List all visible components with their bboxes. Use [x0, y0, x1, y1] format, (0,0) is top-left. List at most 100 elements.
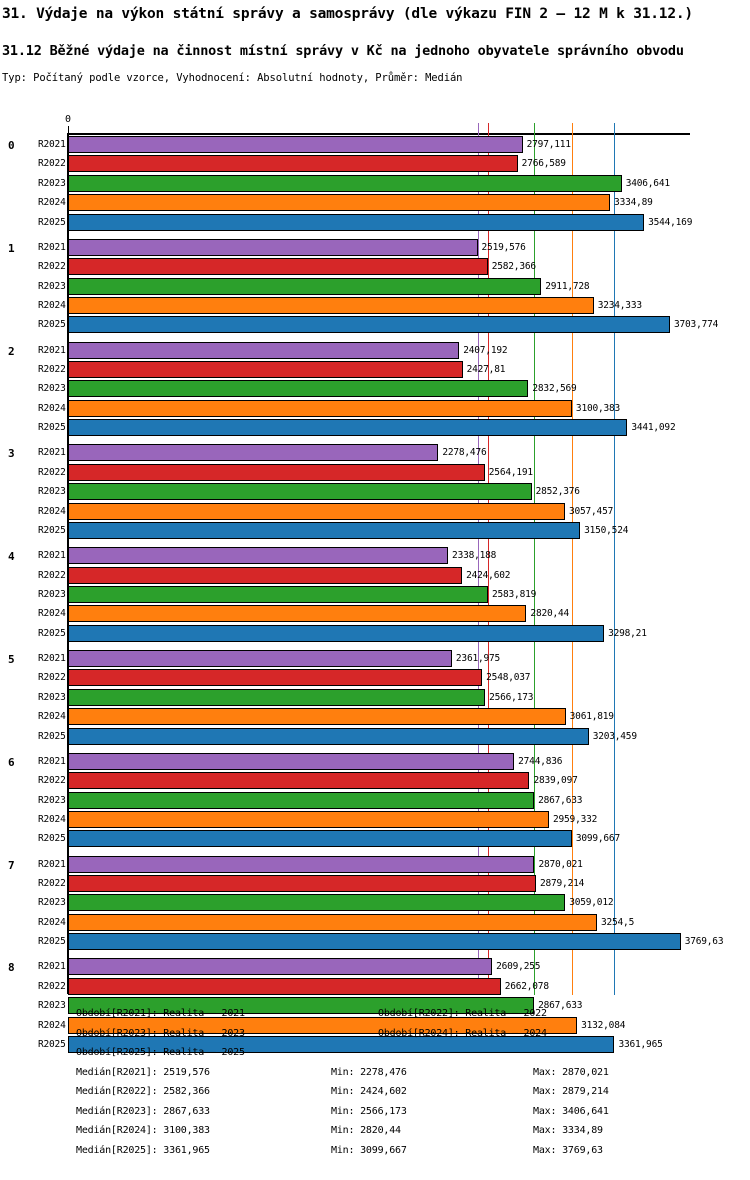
bar-r2021[interactable] [68, 958, 493, 976]
bar-row[interactable]: R2021 2519,576 [0, 238, 750, 257]
bar-r2021[interactable] [68, 547, 449, 565]
bar-r2023[interactable] [68, 791, 535, 809]
bar-value-label: 2820,44 [530, 608, 570, 620]
bar-group: 4 R2021 2338,188 R2022 2424,602 R2023 2583,819… [0, 546, 750, 643]
bar-row[interactable]: R2025 3298,21 [0, 624, 750, 643]
bar-row[interactable]: R2021 2338,188 [0, 546, 750, 565]
bar-r2022[interactable] [68, 566, 463, 584]
bar-r2021[interactable] [68, 444, 439, 462]
bar-r2025[interactable] [68, 521, 581, 539]
bar-value-label: 3234,333 [597, 299, 642, 311]
bar-row[interactable]: R2021 2797,111 [0, 135, 750, 154]
bar-r2025[interactable] [68, 830, 572, 848]
bar-r2021[interactable] [68, 752, 515, 770]
bar-row[interactable]: R2023 2832,569 [0, 379, 750, 398]
bar-r2025[interactable] [68, 213, 645, 231]
bar-row[interactable]: R2022 2582,366 [0, 257, 750, 276]
bar-r2024[interactable] [68, 399, 572, 417]
bar-r2021[interactable] [68, 238, 478, 256]
bar-r2025[interactable] [68, 419, 628, 437]
bar-r2025[interactable] [68, 933, 681, 951]
bar-row[interactable]: R2021 2278,476 [0, 443, 750, 462]
bar-value-label: 3544,169 [648, 216, 693, 228]
bar-row[interactable]: R2025 3441,092 [0, 418, 750, 437]
bar-r2022[interactable] [68, 360, 463, 378]
bar-row[interactable]: R2022 2427,81 [0, 360, 750, 379]
bar-row[interactable]: R2021 2609,255 [0, 957, 750, 976]
bar-row[interactable]: R2024 3132,084 [0, 1016, 750, 1035]
bar-series-label: R2023 [38, 794, 66, 806]
bar-row[interactable]: R2025 3361,965 [0, 1035, 750, 1054]
bar-r2024[interactable] [68, 708, 566, 726]
bar-r2024[interactable] [68, 810, 549, 828]
bar-row[interactable]: R2025 3099,667 [0, 829, 750, 848]
bar-r2023[interactable] [68, 277, 542, 295]
bar-row[interactable]: R2021 2870,021 [0, 855, 750, 874]
bar-row[interactable]: R2024 3057,457 [0, 502, 750, 521]
bar-r2022[interactable] [68, 669, 483, 687]
bar-row[interactable]: R2022 2839,097 [0, 771, 750, 790]
bar-row[interactable]: R2025 3769,63 [0, 932, 750, 951]
bar-row[interactable]: R2023 2566,173 [0, 688, 750, 707]
bar-row[interactable]: R2024 3234,333 [0, 296, 750, 315]
bar-row[interactable]: R2022 2662,078 [0, 977, 750, 996]
bar-row[interactable]: R2025 3150,524 [0, 521, 750, 540]
bar-r2024[interactable] [68, 194, 611, 212]
bar-r2024[interactable] [68, 502, 565, 520]
bar-r2023[interactable] [68, 174, 622, 192]
bar-r2023[interactable] [68, 894, 566, 912]
bar-row[interactable]: R2022 2548,037 [0, 668, 750, 687]
bar-row[interactable]: R2023 3059,012 [0, 893, 750, 912]
bar-r2023[interactable] [68, 585, 488, 603]
bar-r2022[interactable] [68, 772, 530, 790]
bar-r2022[interactable] [68, 977, 501, 995]
bar-r2023[interactable] [68, 380, 529, 398]
bar-row[interactable]: R2024 3334,89 [0, 193, 750, 212]
bar-r2021[interactable] [68, 650, 452, 667]
bar-value-label: 2867,633 [538, 1000, 583, 1012]
bar-row[interactable]: R2023 2867,633 [0, 996, 750, 1015]
bar-r2024[interactable] [68, 913, 597, 931]
bar-r2022[interactable] [68, 258, 488, 276]
bar-r2024[interactable] [68, 296, 594, 314]
bar-r2025[interactable] [68, 316, 670, 334]
stat-max-value: Max: 3406,641 [533, 1105, 609, 1117]
bar-row[interactable]: R2024 3254,5 [0, 913, 750, 932]
bar-r2023[interactable] [68, 483, 532, 501]
bar-row[interactable]: R2023 2583,819 [0, 585, 750, 604]
bar-row[interactable]: R2023 2852,376 [0, 482, 750, 501]
bar-row[interactable]: R2025 3203,459 [0, 727, 750, 746]
bar-row[interactable]: R2021 2361,975 [0, 649, 750, 668]
bar-series-label: R2023 [38, 897, 66, 909]
bar-row[interactable]: R2022 2564,191 [0, 463, 750, 482]
bar-r2023[interactable] [68, 997, 535, 1015]
bar-row[interactable]: R2023 3406,641 [0, 174, 750, 193]
bar-row[interactable]: R2022 2766,589 [0, 154, 750, 173]
bar-row[interactable]: R2025 3544,169 [0, 213, 750, 232]
stat-max-value: Max: 2879,214 [533, 1086, 609, 1097]
bar-r2024[interactable] [68, 1016, 578, 1034]
bar-r2021[interactable] [68, 136, 523, 153]
bar-r2022[interactable] [68, 463, 485, 481]
bar-row[interactable]: R2024 2820,44 [0, 604, 750, 623]
bar-row[interactable]: R2024 2959,332 [0, 810, 750, 829]
bar-r2024[interactable] [68, 605, 527, 623]
bar-row[interactable]: R2023 2911,728 [0, 277, 750, 296]
bar-row[interactable]: R2021 2407,192 [0, 341, 750, 360]
bar-row[interactable]: R2024 3061,819 [0, 707, 750, 726]
bar-r2025[interactable] [68, 727, 589, 745]
bar-row[interactable]: R2022 2879,214 [0, 874, 750, 893]
bar-r2022[interactable] [68, 874, 536, 892]
bar-row[interactable]: R2024 3100,383 [0, 399, 750, 418]
bar-row[interactable]: R2023 2867,633 [0, 791, 750, 810]
bar-r2021[interactable] [68, 341, 460, 359]
bar-r2022[interactable] [68, 155, 518, 173]
bar-row[interactable]: R2025 3703,774 [0, 315, 750, 334]
bar-row[interactable]: R2022 2424,602 [0, 566, 750, 585]
bar-r2025[interactable] [68, 624, 605, 642]
bar-r2023[interactable] [68, 688, 486, 706]
bar-r2021[interactable] [68, 855, 535, 873]
bar-r2025[interactable] [68, 1035, 615, 1053]
median-line-r2023 [534, 123, 536, 995]
bar-row[interactable]: R2021 2744,836 [0, 752, 750, 771]
